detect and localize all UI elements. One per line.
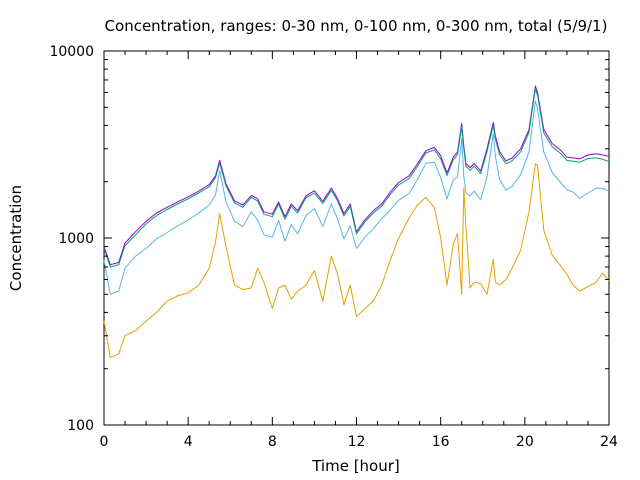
series-line-0-100-nm [103, 100, 610, 295]
x-tick-label: 4 [184, 434, 193, 450]
x-tick-label: 12 [348, 434, 366, 450]
x-tick-label: 24 [600, 434, 618, 450]
x-tick-label: 8 [268, 434, 277, 450]
y-axis-title: Concentration [7, 185, 25, 291]
series-line-0-300-nm [103, 88, 610, 268]
y-tick-label: 1000 [58, 231, 94, 247]
series-layer [103, 85, 610, 358]
axis-layer: 0 4 8 12 16 20 24 100 1000 10000 [49, 44, 618, 450]
plot-frame [103, 50, 610, 426]
y-tick-label: 10000 [49, 44, 94, 60]
chart-title: Concentration, ranges: 0-30 nm, 0-100 nm… [105, 17, 608, 35]
x-tick-label: 0 [100, 434, 109, 450]
series-line-total [103, 85, 610, 266]
series-line-0-30-nm [103, 163, 610, 358]
x-axis-title: Time [hour] [311, 457, 400, 475]
x-tick-label: 16 [432, 434, 450, 450]
x-tick-label: 20 [516, 434, 534, 450]
y-tick-label: 100 [67, 418, 94, 434]
